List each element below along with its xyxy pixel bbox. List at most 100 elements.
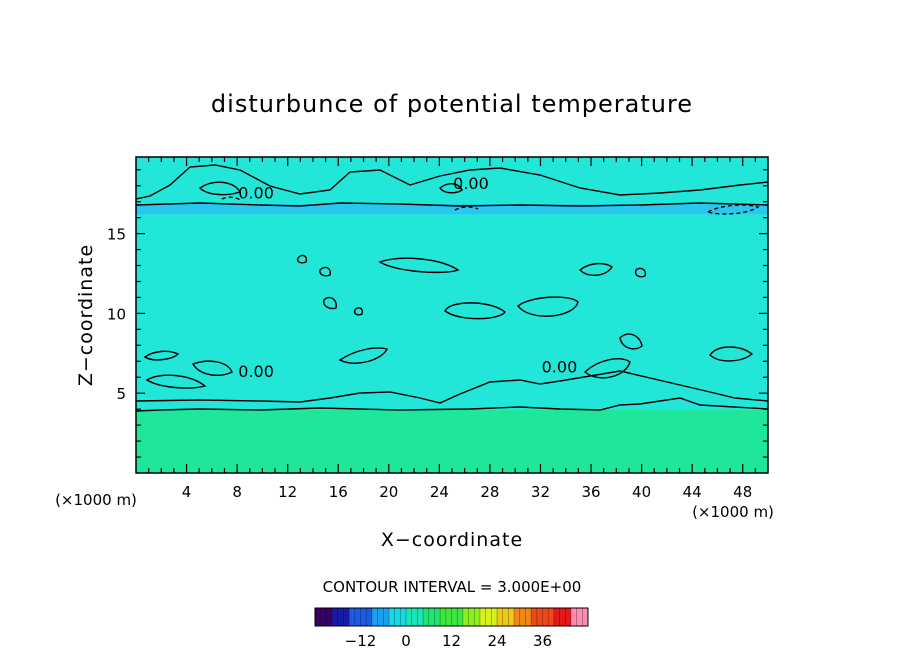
colorbar-cell xyxy=(411,608,418,626)
colorbar-cell xyxy=(366,608,373,626)
colorbar-cell xyxy=(406,608,413,626)
contour-cell-3 xyxy=(378,257,460,274)
colorbar-cell xyxy=(519,608,526,626)
contour-cell-15 xyxy=(634,267,647,278)
colorbar-cell xyxy=(326,608,333,626)
contour-cell-5 xyxy=(338,347,388,364)
contour-line-low-zero xyxy=(136,370,768,404)
contour-cell-18 xyxy=(439,183,463,194)
field-layer-2 xyxy=(136,214,768,410)
colorbar-cell xyxy=(570,608,578,626)
x-tick-label: 4 xyxy=(182,483,192,501)
x-tick-label: 20 xyxy=(379,483,398,501)
contour-line-lower-boundary xyxy=(136,397,768,412)
colorbar-cell xyxy=(320,608,327,626)
x-tick-label: 36 xyxy=(581,483,600,501)
contour-cell-17 xyxy=(198,181,241,196)
colorbar-cell xyxy=(343,608,350,626)
colorbar-cell xyxy=(388,608,396,626)
contour-lines xyxy=(136,164,768,412)
contour-labels: 0.00 0.00 0.00 0.00 xyxy=(238,174,577,381)
colorbar-cell xyxy=(468,608,475,626)
contour-cell-11 xyxy=(319,266,332,277)
colorbar-cell xyxy=(531,608,538,626)
colorbar-cell xyxy=(508,608,515,626)
contour-label: 0.00 xyxy=(542,357,578,376)
contour-cell-13 xyxy=(323,296,338,310)
contour-neg-3 xyxy=(221,196,241,201)
x-tick-label: 8 xyxy=(232,483,242,501)
colorbar-cell xyxy=(582,608,589,626)
colorbar-cell xyxy=(354,608,361,626)
colorbar-tick-label: 24 xyxy=(487,632,506,650)
colorbar-cell xyxy=(474,608,481,626)
heatmap-field xyxy=(136,157,768,473)
colorbar-cell xyxy=(349,608,356,626)
contour-label: 0.00 xyxy=(238,183,274,202)
colorbar-cell xyxy=(502,608,509,626)
colorbar-cell xyxy=(576,608,583,626)
x-unit-label-left: (×1000 m) xyxy=(55,491,137,509)
colorbar-cell xyxy=(445,608,452,626)
colorbar-cell xyxy=(457,608,464,626)
contour-cell-14 xyxy=(619,333,643,350)
colorbar-cell xyxy=(360,608,367,626)
colorbar-cell xyxy=(525,608,532,626)
colorbar-ticks: −12 0 12 24 36 xyxy=(345,632,552,650)
y-tick-label: 5 xyxy=(116,385,126,403)
colorbar-cell xyxy=(371,608,379,626)
colorbar-cell xyxy=(559,608,566,626)
contour-line-tropopause xyxy=(136,202,768,207)
x-tick-label: 16 xyxy=(329,483,348,501)
contour-neg-2 xyxy=(706,204,760,215)
colorbar-cell xyxy=(440,608,447,626)
colorbar-cell xyxy=(428,608,435,626)
contour-cell-16 xyxy=(353,307,364,316)
colorbar-cell xyxy=(462,608,470,626)
colorbar-cell xyxy=(332,608,339,626)
colorbar-cell xyxy=(451,608,458,626)
colorbar-tick-label: −12 xyxy=(345,632,377,650)
contour-cell-7 xyxy=(191,360,233,376)
colorbar-cell xyxy=(485,608,492,626)
contour-cell-10 xyxy=(709,346,754,362)
colorbar-cell xyxy=(315,608,322,626)
colorbar-cell xyxy=(542,608,549,626)
x-tick-label: 24 xyxy=(430,483,449,501)
colorbar-cell xyxy=(548,608,555,626)
colorbar-cell xyxy=(553,608,561,626)
contour-line-upper-zero xyxy=(136,164,768,200)
x-unit-label-right: (×1000 m) xyxy=(692,503,774,521)
chart-title: disturbunce of potential temperature xyxy=(211,90,693,118)
colorbar xyxy=(314,607,589,627)
field-layer-1 xyxy=(136,409,768,473)
colorbar-cell xyxy=(497,608,504,626)
colorbar-frame xyxy=(314,607,589,627)
colorbar-cell xyxy=(377,608,384,626)
colorbar-cell xyxy=(479,608,487,626)
colorbar-cell xyxy=(491,608,498,626)
contour-cell-1 xyxy=(444,302,506,320)
y-tick-label: 15 xyxy=(107,226,126,244)
y-tick-label: 10 xyxy=(107,305,126,323)
colorbar-tick-label: 12 xyxy=(442,632,461,650)
colorbar-cell xyxy=(400,608,407,626)
x-tick-label: 28 xyxy=(480,483,499,501)
y-axis: 5 10 15 xyxy=(107,169,768,458)
contour-cell-4 xyxy=(578,262,613,276)
colorbar-cell xyxy=(565,608,572,626)
x-tick-label: 44 xyxy=(683,483,702,501)
contour-interval-label: CONTOUR INTERVAL = 3.000E+00 xyxy=(323,578,582,596)
y-axis-label: Z−coordinate xyxy=(75,244,97,386)
x-tick-label: 40 xyxy=(632,483,651,501)
x-tick-label: 32 xyxy=(531,483,550,501)
colorbar-cell xyxy=(394,608,401,626)
contour-cell-12 xyxy=(296,254,308,264)
field-layer-3 xyxy=(136,203,768,215)
x-axis: 4 8 12 16 20 24 28 32 36 40 44 48 xyxy=(148,157,756,501)
colorbar-cell xyxy=(417,608,424,626)
contour-cell-8 xyxy=(145,374,207,389)
colorbar-cell xyxy=(514,608,521,626)
contour-label: 0.00 xyxy=(238,362,274,381)
